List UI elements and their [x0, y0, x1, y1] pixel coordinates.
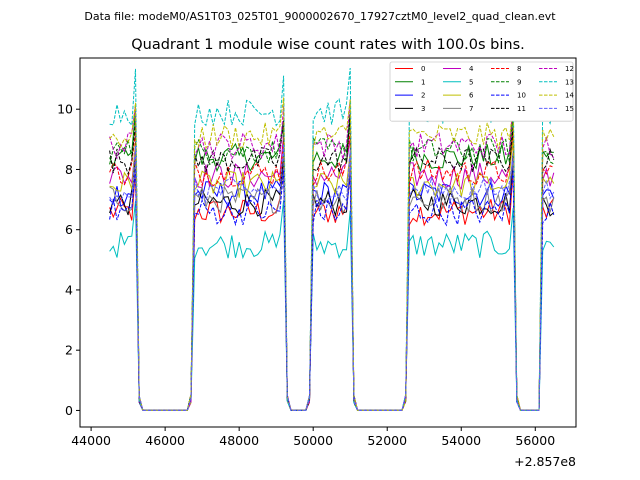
- x-tick-label: 56000: [515, 433, 555, 448]
- chart-title: Quadrant 1 module wise count rates with …: [131, 37, 525, 53]
- axis-layer: 44000 46000 48000 50000 52000 54000 56000 0 2 4 6 8…: [57, 102, 555, 448]
- series-line-11: [109, 114, 555, 411]
- legend-label: 9: [517, 78, 521, 86]
- y-tick-label: 2: [65, 343, 73, 358]
- y-tick-label: 8: [65, 162, 73, 177]
- legend-label: 1: [421, 78, 425, 86]
- x-offset-label: +2.857e8: [514, 454, 576, 469]
- y-tick-label: 6: [65, 222, 73, 237]
- x-tick-label: 50000: [293, 433, 333, 448]
- legend-label: 7: [469, 105, 473, 113]
- series-line-7: [109, 156, 555, 411]
- plot-frame: [79, 57, 577, 428]
- series-line-5: [109, 200, 555, 411]
- legend-label: 3: [421, 105, 425, 113]
- x-tick-label: 46000: [145, 433, 185, 448]
- series-line-8: [109, 127, 554, 411]
- y-tick-label: 0: [65, 403, 73, 418]
- x-tick-label: 48000: [219, 433, 259, 448]
- legend-label: 11: [517, 105, 526, 113]
- legend-box: [389, 61, 574, 122]
- y-tick-label: 4: [65, 282, 73, 297]
- y-tick-label: 10: [57, 102, 73, 117]
- chart-suptitle: Data file: modeM0/AS1T03_025T01_90000026…: [84, 10, 556, 23]
- series-line-15: [109, 144, 555, 411]
- legend-label: 14: [565, 92, 574, 100]
- legend-label: 4: [469, 65, 474, 73]
- legend-label: 13: [565, 78, 574, 86]
- series-line-9: [109, 109, 555, 411]
- series-line-6: [109, 137, 555, 411]
- legend-label: 6: [469, 92, 474, 100]
- legend-label: 15: [565, 105, 574, 113]
- x-tick-label: 52000: [367, 433, 407, 448]
- legend-label: 12: [565, 65, 574, 73]
- series-line-14: [109, 97, 555, 411]
- x-tick-label: 44000: [71, 433, 111, 448]
- legend-label: 8: [517, 65, 521, 73]
- legend-label: 2: [421, 92, 425, 100]
- legend-label: 0: [421, 65, 425, 73]
- x-tick-label: 54000: [441, 433, 481, 448]
- legend-label: 10: [517, 92, 526, 100]
- legend-label: 5: [469, 78, 473, 86]
